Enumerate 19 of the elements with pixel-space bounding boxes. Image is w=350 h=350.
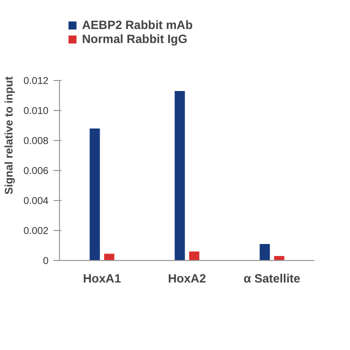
x-tick-label: HoxA1 <box>82 272 122 286</box>
bar <box>174 91 185 260</box>
y-tick-label: 0.002 <box>23 226 49 237</box>
bar <box>189 252 200 260</box>
y-tick-label: 0.004 <box>23 196 49 207</box>
y-tick-label: 0.006 <box>23 166 49 177</box>
y-tick-label: 0.012 <box>23 76 49 87</box>
y-tick-label: 0.008 <box>23 136 49 147</box>
y-tick-label: 0 <box>42 256 49 267</box>
legend-label: Normal Rabbit IgG <box>82 32 188 46</box>
bar <box>90 128 100 260</box>
legend-label: AEBP2 Rabbit mAb <box>82 18 193 32</box>
bar <box>260 244 270 260</box>
y-tick-label: 0.010 <box>23 106 49 117</box>
x-tick-label: α Satellite <box>244 272 301 286</box>
y-axis-title: Signal relative to input <box>3 76 16 194</box>
x-tick-label: HoxA2 <box>168 272 206 286</box>
bar <box>274 256 284 260</box>
bar <box>104 254 114 260</box>
